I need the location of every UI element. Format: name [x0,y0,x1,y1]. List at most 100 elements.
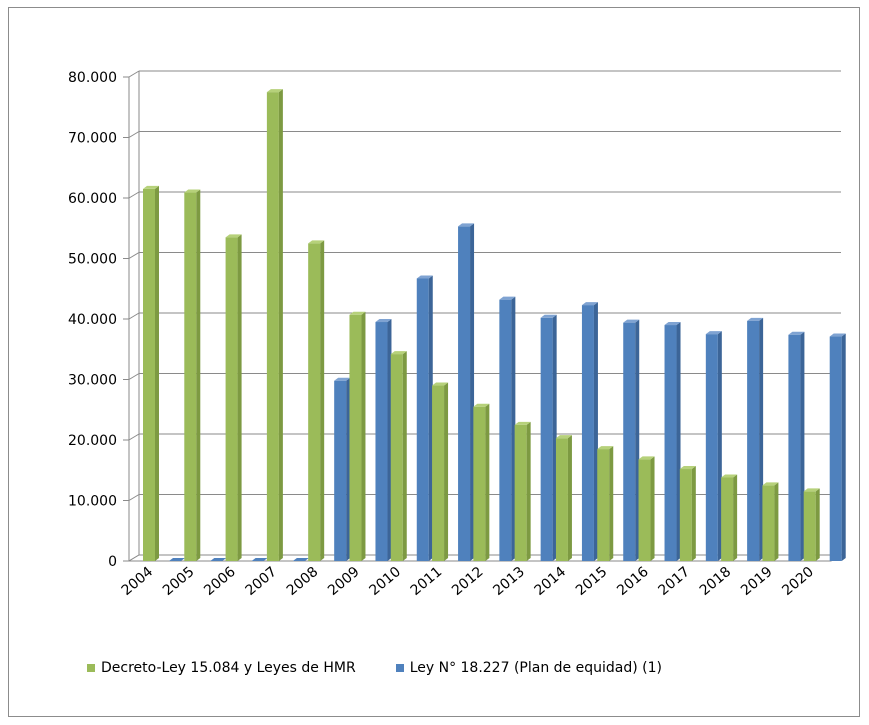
gridline-diagonal [128,191,140,199]
y-tick-label: 40.000 [68,312,117,328]
bar-side [485,403,490,561]
bar-side [800,331,805,561]
bar-front [679,469,692,561]
bar-top [334,377,351,381]
x-tick-label: 2008 [284,564,322,599]
x-tick-label: 2017 [655,564,693,599]
x-tick-label: 2011 [408,564,446,599]
bar-side [774,482,779,561]
bar-top [788,331,805,335]
bar-series-1 [225,234,242,561]
y-tick-label: 10.000 [68,494,117,510]
bar-side [526,421,531,561]
bar-front [788,334,801,561]
gridline-diagonal [128,70,140,78]
bar-series-2 [581,302,598,561]
bar-side [196,189,201,561]
bar-series-1 [432,382,449,561]
x-tick-label: 2010 [366,564,404,599]
bar-top [375,319,392,323]
legend-swatch-series-1 [87,664,95,672]
bar-front [308,243,321,561]
bar-front [334,380,347,561]
x-tick-label: 2015 [573,564,611,599]
x-tick-label: 2020 [779,564,817,599]
bar-side [759,317,764,561]
bar-top [143,185,159,189]
bar-front [390,354,403,561]
bar-top [679,466,696,470]
x-tick-label: 2009 [325,564,363,599]
bar-front [416,278,429,561]
bar-front [514,424,527,561]
bar-top [581,302,598,306]
gridline-diagonal [128,494,140,501]
bar-series-2 [169,558,185,561]
bar-series-1 [514,421,531,561]
bar-front [803,491,816,561]
bar-series-1 [762,482,779,561]
bar-top [555,435,572,439]
gridline-diagonal [128,312,140,320]
bar-series-2 [416,275,433,561]
bar-front [225,237,238,561]
bar-series-2 [664,322,681,561]
bar-series-1 [308,240,325,561]
gridline-diagonal [128,131,140,138]
gridline-diagonal [128,433,140,441]
y-tick-label: 20.000 [68,433,117,449]
bar-top [499,296,516,300]
y-tick-label: 70.000 [68,131,117,147]
bar-side [691,466,696,561]
bar-top [266,89,283,93]
bar-zero [169,558,185,561]
bar-series-1 [349,311,366,561]
bar-zero [210,558,227,561]
bar-top [638,456,655,460]
bar-front [597,449,610,561]
x-tick-label: 2004 [119,564,157,599]
legend: Decreto-Ley 15.084 y Leyes de HMR Ley N°… [87,660,662,676]
bar-series-1 [803,488,820,561]
bar-top [458,223,475,227]
bar-front [432,385,445,561]
y-tick-label: 30.000 [68,373,117,389]
bar-side [635,319,640,561]
x-tick-label: 2012 [449,564,487,599]
gridline-diagonal [128,373,140,380]
bar-top [803,488,820,492]
bar-top [308,240,325,244]
bar-series-2 [829,333,846,561]
bar-series-2 [375,319,392,561]
bar-series-1 [473,403,490,561]
bar-front [721,477,734,561]
bar-side [841,333,846,561]
bar-top [540,314,557,318]
x-tick-label: 2016 [614,564,652,599]
bar-side [552,314,557,561]
bar-series-1 [390,351,407,561]
bar-front [555,438,568,561]
x-tick-label: 2005 [160,564,198,599]
bar-front [581,305,594,561]
bar-top [473,403,490,407]
bar-top [762,482,779,486]
bar-top [664,322,681,326]
x-tick-label: 2007 [243,564,281,599]
bar-front [184,192,197,561]
bar-zero [292,558,309,561]
bar-series-2 [623,319,640,561]
bar-side [237,234,242,561]
bar-front [623,322,636,561]
bar-series-1 [266,89,283,561]
bar-front [499,299,512,561]
bar-side [470,223,475,561]
legend-swatch-series-2 [395,664,404,672]
bar-top [623,319,640,323]
bar-side [387,319,392,561]
bar-series-2 [334,377,351,561]
bar-top [721,474,738,478]
bar-series-2 [499,296,516,561]
x-tick-label: 2006 [201,564,239,599]
chart-frame: 0 10.000 20.000 30.000 40.000 50.000 60.000 70.… [8,7,860,717]
